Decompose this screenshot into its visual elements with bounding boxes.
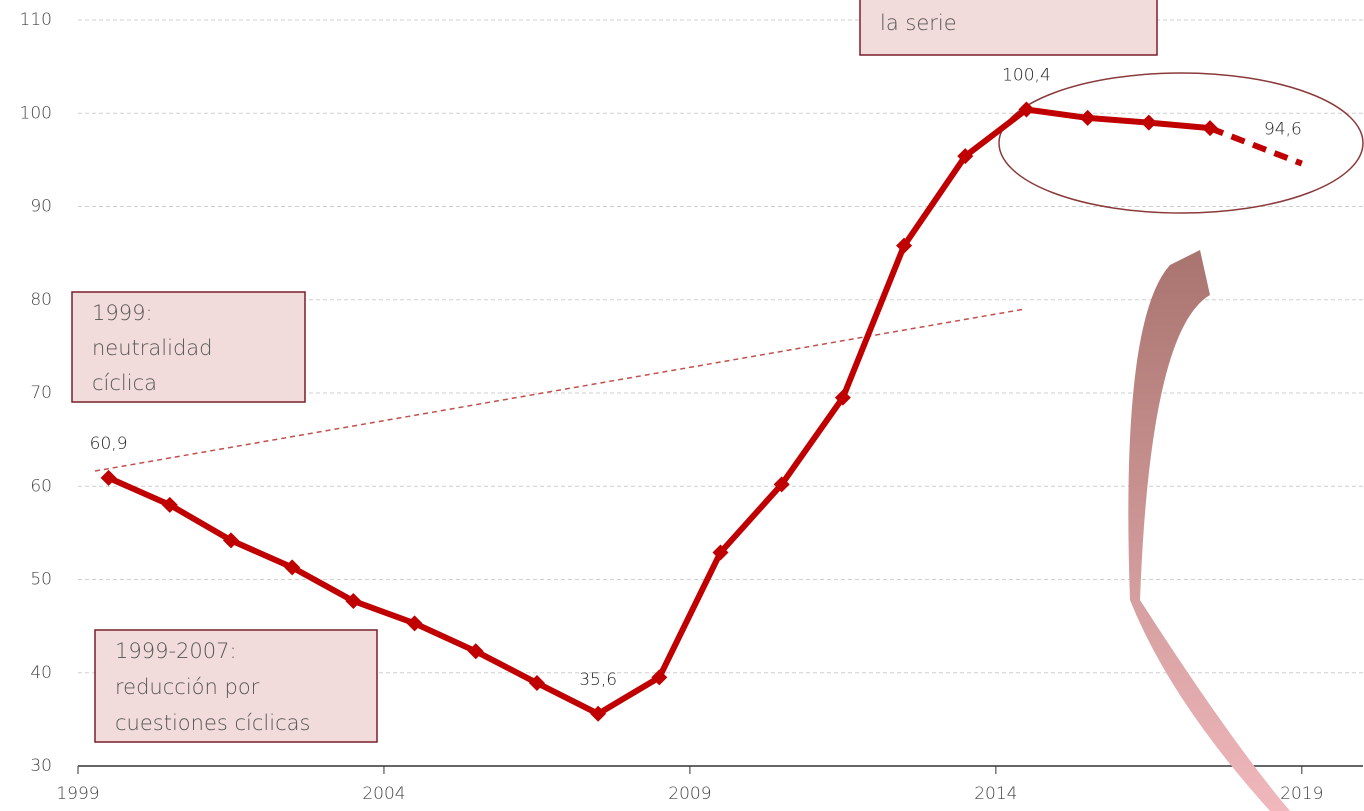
annotation-text: 1999-2007:: [115, 639, 237, 663]
y-tick-label: 50: [30, 570, 52, 590]
annotation-box: [859, 0, 1158, 56]
marker: [1079, 109, 1096, 126]
x-tick-label: 2004: [362, 784, 405, 804]
y-tick-label: 80: [30, 290, 52, 310]
marker: [773, 476, 790, 493]
annotation-box: [94, 629, 378, 743]
grid: 30 40 50 60 70 80 90 100 110 1999 2004 2009 2014 2019: [20, 10, 1363, 804]
marker: [712, 544, 729, 561]
annotation-text: reducción por: [115, 675, 260, 699]
y-tick-label: 90: [30, 197, 52, 217]
x-tick-label: 2009: [668, 784, 711, 804]
data-label: 94,6: [1264, 120, 1302, 140]
marker: [834, 389, 851, 406]
marker: [651, 669, 668, 686]
marker: [406, 615, 423, 632]
data-label: 100,4: [1002, 66, 1051, 86]
marker: [957, 148, 974, 165]
marker: [590, 705, 607, 722]
y-tick-label: 30: [30, 756, 52, 776]
marker: [222, 532, 239, 549]
series-line: [107, 106, 1211, 717]
y-tick-label: 40: [30, 663, 52, 683]
marker: [896, 237, 913, 254]
data-label: 60,9: [90, 434, 128, 454]
y-tick-label: 60: [30, 476, 52, 496]
annotation-text: cíclica: [92, 371, 157, 395]
y-tick-label: 70: [30, 383, 52, 403]
series-line: [1208, 125, 1303, 167]
curved-arrow: [1128, 250, 1290, 811]
x-tick-label: 2014: [974, 784, 1017, 804]
marker: [345, 592, 362, 609]
marker: [528, 675, 545, 692]
marker: [467, 643, 484, 660]
annotation-box: [71, 291, 306, 403]
marker: [1018, 101, 1035, 118]
data-label: 35,6: [579, 670, 617, 690]
x-tick-label: 1999: [56, 784, 99, 804]
annotation-text: cuestiones cíclicas: [115, 711, 310, 735]
annotation-text: 1999:: [92, 301, 153, 325]
y-tick-label: 100: [20, 103, 52, 123]
marker: [1140, 114, 1157, 131]
marker: [100, 469, 117, 486]
annotation-text: la serie: [880, 11, 957, 35]
x-tick-label: 2019: [1280, 784, 1323, 804]
y-tick-label: 110: [20, 10, 52, 30]
marker: [161, 496, 178, 513]
annotation-boxes: la serie 1999: neutralidad cíclica 1999-…: [71, 0, 1158, 743]
annotation-text: neutralidad: [92, 336, 212, 360]
marker: [284, 559, 301, 576]
highlight-ellipse: [998, 72, 1364, 214]
